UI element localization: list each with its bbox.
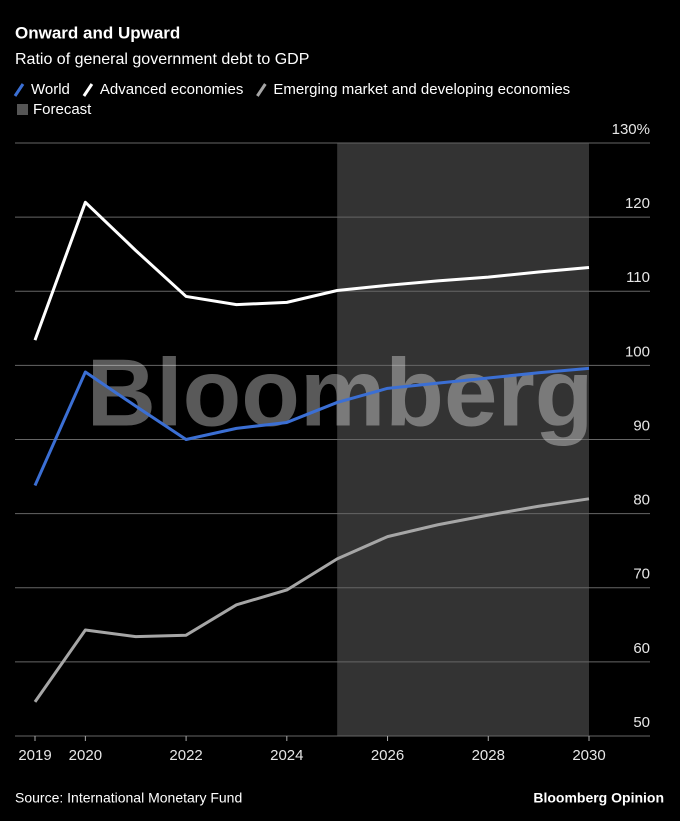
- y-tick-label: 50: [633, 714, 650, 731]
- x-tick-label: 2028: [472, 747, 505, 764]
- legend-label: World: [31, 81, 70, 98]
- brand: Bloomberg Opinion: [533, 790, 664, 806]
- chart-title: Onward and Upward: [15, 23, 180, 42]
- y-tick-label: 60: [633, 640, 650, 657]
- series-line: [33, 366, 590, 487]
- legend-label: Emerging market and developing economies: [273, 81, 570, 98]
- x-tick-label: 2030: [572, 747, 605, 764]
- x-tick-label: 2020: [69, 747, 102, 764]
- legend-label: Forecast: [33, 101, 92, 118]
- x-tick-label: 2022: [169, 747, 202, 764]
- y-tick-label: 80: [633, 492, 650, 509]
- series-line: [33, 200, 590, 341]
- series-line: [33, 497, 590, 703]
- legend-swatch: [17, 104, 28, 115]
- y-tick-label: 90: [633, 417, 650, 434]
- legend-swatch: [256, 83, 267, 97]
- y-tick-label: 70: [633, 566, 650, 583]
- legend-swatch: [82, 83, 94, 97]
- y-tick-label: 110: [626, 269, 650, 286]
- x-tick-label: 2026: [371, 747, 404, 764]
- source: Source: International Monetary Fund: [15, 790, 242, 806]
- chart-subtitle: Ratio of general government debt to GDP: [15, 51, 309, 68]
- legend-swatch: [13, 83, 25, 97]
- legend-label: Advanced economies: [100, 81, 243, 98]
- y-tick-label: 120: [625, 195, 650, 212]
- x-tick-label: 2024: [270, 747, 303, 764]
- y-tick-label: 130%: [612, 121, 650, 138]
- watermark: Bloomberg: [87, 339, 594, 446]
- x-tick-label: 2019: [18, 747, 51, 764]
- y-tick-label: 100: [625, 343, 650, 360]
